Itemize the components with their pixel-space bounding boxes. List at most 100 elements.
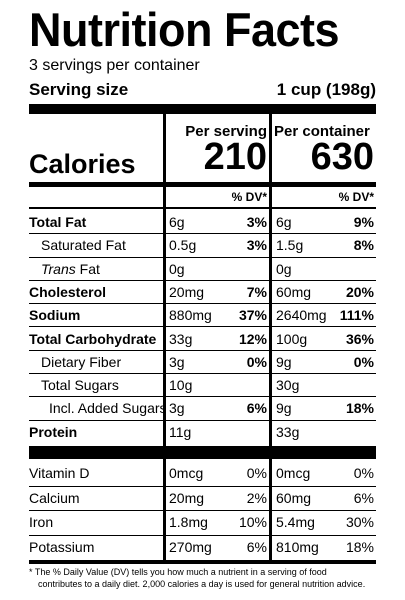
row-divider [29, 303, 376, 305]
dv-header-container: % DV* [338, 190, 374, 204]
serving-dv: 6% [246, 538, 267, 555]
nutrient-name: Protein [29, 423, 78, 440]
calories-per-serving: 210 [203, 136, 267, 178]
row-divider [29, 256, 376, 258]
serving-amount: 1.8mg [169, 514, 208, 530]
nutrient-name: Iron [29, 514, 54, 530]
container-dv: 8% [353, 237, 374, 254]
serving-dv: 10% [238, 514, 267, 530]
nutrient-name: Trans Fat [41, 261, 100, 278]
container-amount: 0g [276, 260, 292, 277]
nutrient-row: Total Fat 6g 3% 6g 9% [29, 211, 376, 235]
nutrient-row: Protein 11g 33g [29, 421, 376, 444]
nutrient-name-italic: Trans [41, 260, 76, 277]
nutrient-row: Potassium 270mg 6% 810mg 18% [29, 536, 376, 561]
serving-dv: 0% [246, 465, 267, 481]
nutrient-row: Iron 1.8mg 10% 5.4mg 30% [29, 511, 376, 536]
container-amount: 2640mg [276, 307, 327, 324]
calories-label: Calories [29, 149, 136, 179]
nutrient-row: Dietary Fiber 3g 0% 9g 0% [29, 351, 376, 375]
serving-amount: 33g [169, 330, 193, 347]
serving-amount: 880mg [169, 307, 212, 324]
serving-amount: 270mg [169, 538, 212, 555]
nutrient-name: Calcium [29, 489, 80, 506]
serving-size-label: Serving size [29, 80, 129, 99]
per-container-header: Per container [274, 123, 370, 140]
nutrient-row: Trans Fat 0g 0g [29, 258, 376, 281]
container-amount: 0mcg [276, 465, 311, 481]
footnote: * The % Daily Value (DV) tells you how m… [29, 566, 376, 590]
footnote-divider [29, 560, 376, 564]
nutrient-name: Cholesterol [29, 283, 107, 300]
calories-per-container: 630 [310, 136, 374, 178]
nutrient-row: Total Carbohydrate 33g 12% 100g 36% [29, 328, 376, 351]
serving-amount: 3g [169, 353, 185, 370]
row-divider [29, 373, 376, 375]
row-divider [29, 534, 376, 536]
serving-dv: 7% [246, 283, 267, 300]
serving-amount: 0g [169, 260, 185, 277]
container-amount: 60mg [276, 283, 312, 300]
nutrient-name: Total Fat [29, 214, 87, 230]
container-dv: 18% [345, 538, 374, 555]
row-divider [29, 485, 376, 487]
nutrient-row: Calcium 20mg 2% 60mg 6% [29, 487, 376, 511]
servings-per-container: 3 servings per container [29, 57, 200, 74]
nutrient-row: Saturated Fat 0.5g 3% 1.5g 8% [29, 234, 376, 258]
serving-amount: 0.5g [169, 237, 197, 254]
serving-dv: 6% [246, 400, 267, 417]
serving-amount: 6g [169, 214, 185, 230]
container-amount: 5.4mg [276, 514, 315, 530]
serving-amount: 0mcg [169, 465, 204, 481]
container-dv: 111% [339, 307, 374, 324]
nutrient-name: Sodium [29, 307, 81, 324]
row-divider [29, 349, 376, 351]
per-serving-header: Per serving [185, 123, 267, 140]
container-amount: 60mg [276, 489, 312, 506]
container-amount: 100g [276, 330, 308, 347]
thick-divider-vitamins [29, 446, 376, 459]
serving-amount: 3g [169, 400, 185, 417]
container-dv: 30% [345, 514, 374, 530]
container-amount: 9g [276, 353, 292, 370]
container-dv: 0% [353, 465, 374, 481]
row-divider [29, 233, 376, 235]
thin-divider [29, 207, 376, 209]
container-amount: 810mg [276, 538, 319, 555]
container-dv: 20% [345, 283, 374, 300]
nutrient-row: Sodium 880mg 37% 2640mg 111% [29, 304, 376, 328]
nutrient-row: Incl. Added Sugars 3g 6% 9g 18% [29, 397, 376, 421]
nutrient-row: Total Sugars 10g 30g [29, 374, 376, 398]
row-divider [29, 396, 376, 398]
serving-size-value: 1 cup (198g) [276, 80, 376, 99]
container-dv: 18% [345, 400, 374, 417]
footnote-line-1: * The % Daily Value (DV) tells you how m… [29, 567, 327, 577]
nutrient-name-rest: Fat [75, 260, 100, 277]
serving-amount: 11g [169, 423, 192, 440]
container-amount: 33g [276, 423, 300, 440]
nutrient-row: Cholesterol 20mg 7% 60mg 20% [29, 281, 376, 305]
column-divider-left [163, 114, 166, 563]
container-amount: 6g [276, 214, 292, 230]
nutrient-name: Potassium [29, 538, 95, 555]
serving-dv: 12% [238, 330, 267, 347]
medium-divider [29, 182, 376, 187]
container-dv: 0% [353, 353, 374, 370]
column-divider-right [269, 114, 272, 563]
serving-dv: 0% [246, 353, 267, 370]
nutrient-name: Total Carbohydrate [29, 330, 157, 347]
container-dv: 36% [345, 330, 374, 347]
footnote-line-2: contributes to a daily diet. 2,000 calor… [38, 579, 366, 589]
container-amount: 30g [276, 377, 300, 394]
serving-dv: 37% [238, 307, 267, 324]
row-divider [29, 279, 376, 281]
container-amount: 9g [276, 400, 292, 417]
row-divider [29, 510, 376, 511]
serving-dv: 3% [246, 214, 267, 230]
container-amount: 1.5g [276, 237, 304, 254]
nutrient-name: Total Sugars [41, 377, 119, 394]
nutrition-facts-label: Nutrition Facts 3 servings per container… [29, 5, 376, 591]
serving-dv: 3% [246, 237, 267, 254]
nutrient-row: Vitamin D 0mcg 0% 0mcg 0% [29, 462, 376, 487]
row-divider [29, 326, 376, 328]
